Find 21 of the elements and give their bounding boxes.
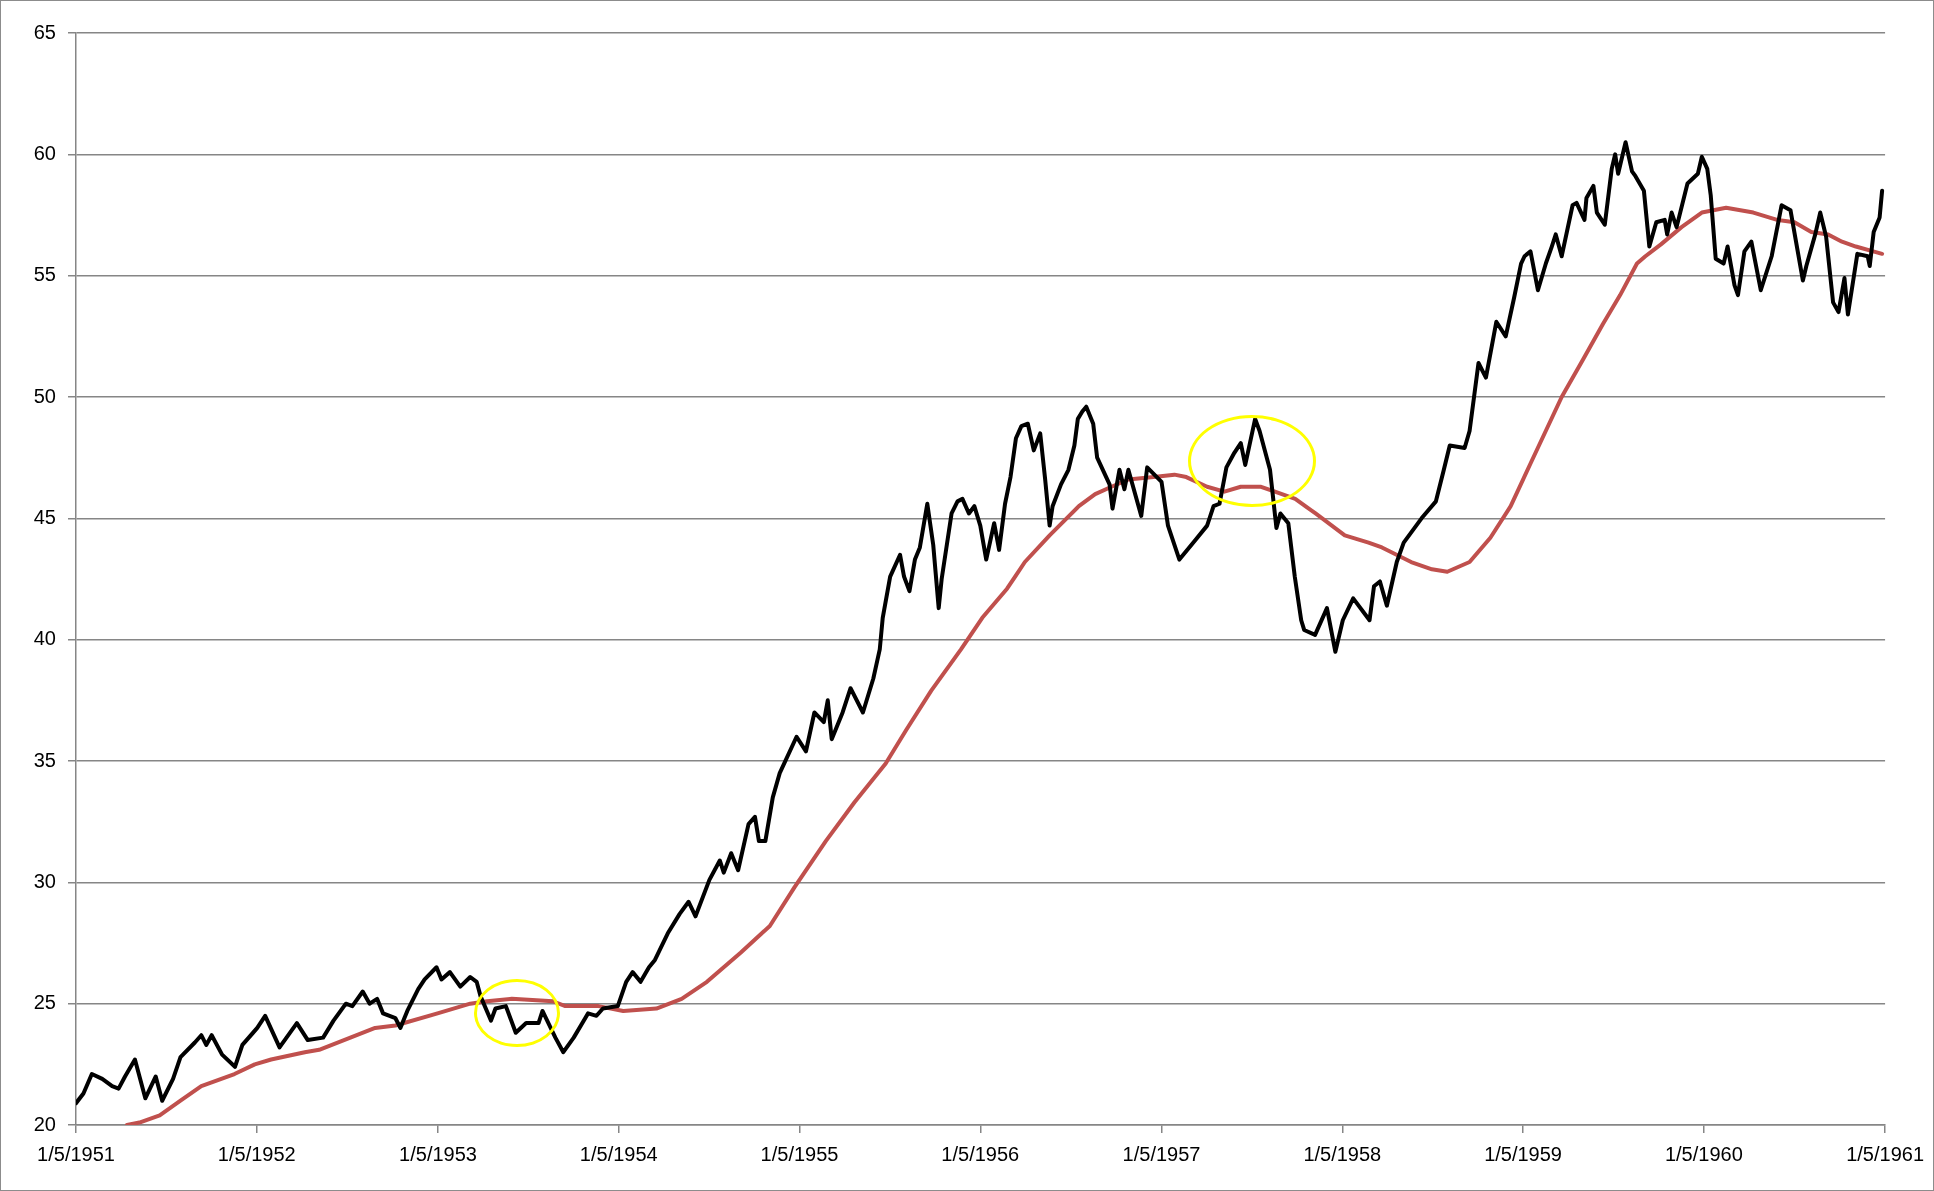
x-tick-label: 1/5/1952	[217, 1142, 296, 1165]
x-tick-label: 1/5/1961	[1846, 1142, 1924, 1165]
y-tick-label: 35	[33, 748, 56, 771]
x-tick-label: 1/5/1951	[37, 1142, 115, 1165]
y-tick-label: 55	[33, 263, 56, 286]
x-tick-label: 1/5/1955	[760, 1142, 839, 1165]
y-tick-label: 60	[33, 141, 56, 164]
x-tick-label: 1/5/1958	[1303, 1142, 1382, 1165]
x-tick-label: 1/5/1957	[1122, 1142, 1201, 1165]
y-tick-label: 40	[33, 627, 56, 650]
x-tick-label: 1/5/1953	[399, 1142, 477, 1165]
x-tick-label: 1/5/1959	[1484, 1142, 1562, 1165]
x-tick-label: 1/5/1954	[579, 1142, 658, 1165]
y-tick-label: 30	[33, 869, 56, 892]
y-tick-label: 45	[33, 505, 56, 528]
y-tick-label: 20	[33, 1112, 56, 1135]
y-tick-label: 50	[33, 384, 56, 407]
y-tick-label: 25	[33, 991, 56, 1014]
x-tick-label: 1/5/1960	[1664, 1142, 1743, 1165]
x-tick-label: 1/5/1956	[941, 1142, 1020, 1165]
y-tick-label: 65	[33, 20, 56, 43]
